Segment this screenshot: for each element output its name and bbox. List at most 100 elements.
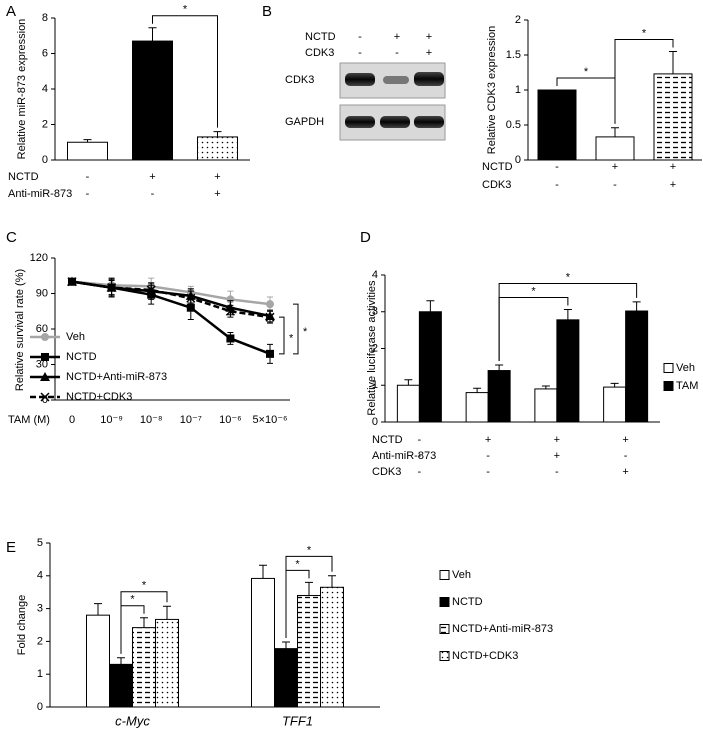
significance-label: * [531, 285, 536, 297]
condition-value: - [624, 450, 628, 462]
legend-swatch [439, 597, 450, 607]
error-bar [213, 131, 222, 137]
y-tick-label: 0.5 [506, 119, 521, 131]
significance-label: * [642, 27, 647, 39]
significance-label: * [295, 558, 300, 570]
error-bar [117, 657, 125, 665]
condition-value: - [86, 188, 90, 200]
significance-bracket [152, 15, 218, 128]
y-tick-label: 0 [37, 701, 43, 713]
legend-swatch [439, 651, 450, 661]
condition-name: Anti-miR-873 [8, 188, 72, 200]
panel-label: B [262, 3, 272, 20]
bar [487, 370, 511, 423]
y-tick-label: 90 [36, 287, 48, 299]
condition-name: CDK3 [372, 466, 401, 478]
blot-condition-value: - [358, 47, 362, 59]
significance-label: * [289, 332, 294, 344]
condition-value: + [214, 188, 220, 200]
bar [653, 73, 693, 161]
legend-label: NCTD [452, 596, 483, 608]
x-tick-label: 10⁻⁷ [180, 414, 202, 426]
x-tick-label: TFF1 [282, 713, 313, 728]
y-tick-label: 4 [372, 269, 378, 281]
condition-value: + [149, 171, 155, 183]
y-axis-label: Relative CDK3 expression [486, 26, 498, 154]
series-line [71, 280, 271, 306]
error-bar [426, 300, 435, 312]
condition-value: - [418, 450, 422, 462]
bar [595, 136, 635, 161]
condition-value: - [418, 434, 422, 446]
condition-value: - [418, 466, 422, 478]
blot-condition-value: - [395, 47, 399, 59]
significance-bracket [498, 283, 638, 362]
condition-value: + [670, 161, 676, 173]
y-tick-label: 0 [42, 394, 48, 406]
legend-marker [41, 353, 49, 361]
blot-condition-value: + [426, 47, 432, 59]
x-tick-label: c-Myc [115, 713, 150, 728]
error-bar [563, 309, 572, 320]
condition-value: - [86, 171, 90, 183]
y-tick-label: 2 [372, 342, 378, 354]
y-axis-label: Relative luciferase activities [366, 280, 378, 416]
condition-value: + [485, 434, 491, 446]
y-tick-label: 0 [372, 416, 378, 428]
panel-label: A [6, 3, 16, 20]
significance-label: * [183, 4, 188, 16]
y-tick-label: 2 [515, 14, 521, 26]
significance-label: * [130, 594, 135, 606]
condition-value: - [555, 179, 559, 191]
y-tick-label: 2 [37, 635, 43, 647]
significance-label: * [566, 271, 571, 283]
error-bar [163, 605, 171, 620]
data-point [266, 300, 274, 309]
condition-value: + [622, 466, 628, 478]
condition-name: NCTD [482, 161, 513, 173]
x-tick-label: 10⁻⁸ [140, 414, 163, 426]
condition-value: + [612, 161, 618, 173]
data-point [265, 312, 275, 322]
y-tick-label: 30 [36, 358, 48, 370]
bar [132, 40, 173, 161]
blot-band-label: GAPDH [285, 116, 324, 128]
legend-label: NCTD [66, 351, 97, 363]
data-point [186, 293, 196, 303]
y-tick-label: 1 [515, 84, 521, 96]
panel-label: C [6, 229, 17, 246]
error-bar [83, 139, 92, 143]
condition-name: NCTD [372, 434, 403, 446]
legend-label: NCTD+CDK3 [66, 391, 132, 403]
panel-label: E [6, 539, 16, 556]
condition-value: - [613, 179, 617, 191]
bar [109, 663, 133, 708]
x-tick-label: 10⁻⁶ [219, 414, 242, 426]
blot-condition-value: + [426, 31, 432, 43]
legend-label: Veh [452, 569, 471, 581]
bar [556, 319, 580, 423]
legend-swatch [439, 624, 450, 634]
bar [297, 594, 321, 708]
bar [67, 141, 108, 161]
legend-marker [40, 392, 50, 402]
condition-value: + [214, 171, 220, 183]
significance-label: * [303, 326, 308, 338]
error-bar [94, 603, 102, 616]
bar [537, 89, 577, 161]
legend-label: Veh [676, 362, 695, 374]
significance-bracket [293, 303, 299, 355]
y-tick-label: 1 [372, 379, 378, 391]
x-tick-label: 5×10⁻⁶ [252, 414, 287, 426]
x-tick-label: 10⁻⁹ [100, 414, 123, 426]
data-point [226, 334, 235, 343]
bar [534, 388, 558, 423]
data-point [186, 303, 195, 312]
error-bar [541, 385, 550, 389]
y-tick-label: 0 [515, 154, 521, 166]
bar [418, 311, 442, 423]
error-bar [611, 127, 619, 137]
error-bar [148, 27, 157, 42]
